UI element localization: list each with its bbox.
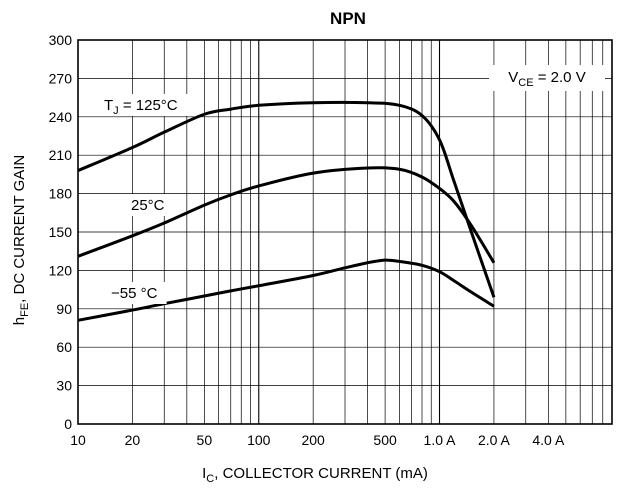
curves <box>77 100 496 322</box>
annotation-backdrop <box>127 194 170 216</box>
y-tick-label: 0 <box>64 416 72 432</box>
annotation-backdrop <box>100 94 194 116</box>
y-tick-label: 180 <box>49 186 73 202</box>
x-tick-label: 500 <box>373 432 397 448</box>
x-tick-label: 100 <box>247 432 271 448</box>
y-axis-label: hFE, DC CURRENT GAIN <box>11 155 31 325</box>
annotation-backdrop <box>107 282 167 304</box>
y-tick-label: 60 <box>56 339 72 355</box>
annotation-t25: 25°C <box>131 197 165 214</box>
series-line-t25 <box>77 166 496 264</box>
y-tick-label: 120 <box>49 262 73 278</box>
plot-frame <box>77 39 613 425</box>
chart-title: NPN <box>330 9 366 28</box>
y-tick-label: 90 <box>56 301 72 317</box>
x-tick-label: 2.0 A <box>478 432 511 448</box>
annotation-tm55: −55 °C <box>111 285 158 302</box>
x-tick-labels: 10 20 50 100 200 500 1.0 A 2.0 A 4.0 A <box>70 432 565 448</box>
x-axis-label: IC, COLLECTOR CURRENT (mA) <box>202 465 428 485</box>
series-line-tm55 <box>77 258 495 322</box>
x-tick-label: 10 <box>70 432 86 448</box>
x-tick-label: 1.0 A <box>424 432 457 448</box>
y-tick-label: 240 <box>49 109 73 125</box>
y-tick-labels: 0 30 60 90 120 150 180 210 240 270 300 <box>49 32 73 432</box>
series-line-tj125 <box>77 100 496 298</box>
y-tick-label: 30 <box>56 378 72 394</box>
y-tick-label: 270 <box>49 70 73 86</box>
y-tick-label: 150 <box>49 224 73 240</box>
y-tick-label: 210 <box>49 147 73 163</box>
annotation-tj125: TJ = 125°C <box>104 97 178 117</box>
y-tick-label: 300 <box>49 32 73 48</box>
x-tick-label: 200 <box>301 432 325 448</box>
x-tick-label: 50 <box>197 432 213 448</box>
x-tick-label: 4.0 A <box>532 432 565 448</box>
x-tick-label: 20 <box>125 432 141 448</box>
annotation-vce: VCE = 2.0 V <box>508 69 585 89</box>
annotation-backdrop <box>489 65 605 91</box>
annotations: VCE = 2.0 V TJ = 125°C 25°C −55 °C <box>100 65 605 304</box>
